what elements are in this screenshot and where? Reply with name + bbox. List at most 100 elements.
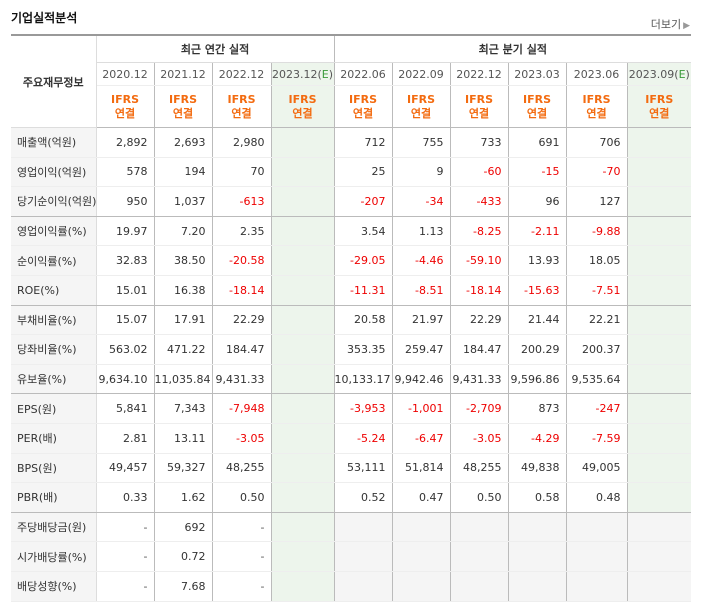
more-label: 더보기 [650, 18, 682, 31]
annual-value: 184.47 [211, 334, 271, 365]
empty-cell [507, 571, 567, 602]
quarter-value: -6.47 [391, 423, 451, 454]
quarter-value: -15 [507, 157, 567, 188]
quarter-value [626, 423, 692, 454]
quarter-value: 22.29 [449, 305, 509, 336]
annual-value [270, 305, 335, 336]
annual-value: 5,841 [96, 393, 154, 424]
empty-cell [391, 541, 451, 572]
quarter-value: -7.59 [565, 423, 628, 454]
quarter-value: -59.10 [449, 245, 509, 276]
consolidated-label: 연결 [292, 106, 313, 120]
estimate-mark: E [678, 67, 686, 81]
accounting-standard: IFRS 연결 [153, 85, 212, 128]
period-header: 2022.12 [449, 62, 509, 86]
table-row: 주당배당금(원) -692- [11, 512, 692, 543]
annual-value: 49,457 [96, 453, 154, 484]
annual-value [270, 482, 335, 513]
quarter-value [626, 216, 692, 247]
quarter-value: 49,005 [565, 453, 628, 484]
row-label: 영업이익(억원) [11, 157, 97, 188]
quarter-value: 873 [507, 393, 567, 424]
quarter-value: -34 [391, 186, 451, 217]
annual-value: 13.11 [153, 423, 212, 454]
empty-cell [626, 512, 692, 543]
more-link[interactable]: 더보기 ▶ [651, 16, 690, 32]
chevron-right-icon: ▶ [683, 21, 690, 31]
quarter-value: 733 [449, 127, 509, 158]
table-row: PER(배) 2.81 13.11 -3.05 -5.24 -6.47 -3.05 -4.29… [11, 423, 692, 454]
annual-value [270, 453, 335, 484]
quarter-value: 10,133.17 [333, 364, 393, 395]
quarter-value: -5.24 [333, 423, 393, 454]
annual-value: 70 [211, 157, 271, 188]
quarter-value: 9,431.33 [449, 364, 509, 395]
quarter-value [626, 482, 692, 513]
annual-value: 7.68 [153, 571, 212, 602]
quarter-group-header: 최근 분기 실적 [333, 34, 692, 63]
table-row: 부채비율(%) 15.07 17.91 22.29 20.58 21.97 22.29 21.… [11, 305, 692, 336]
empty-cell [333, 512, 393, 543]
annual-value [270, 393, 335, 424]
quarter-value: 712 [333, 127, 393, 158]
quarter-value: -247 [565, 393, 628, 424]
quarter-value: -433 [449, 186, 509, 217]
annual-value: - [96, 512, 154, 543]
annual-value: 194 [153, 157, 212, 188]
quarter-value: 49,838 [507, 453, 567, 484]
quarter-value: -3.05 [449, 423, 509, 454]
ifrs-label: IFRS [349, 92, 378, 106]
empty-cell [391, 512, 451, 543]
consolidated-label: 연결 [468, 106, 490, 120]
row-label: 유보율(%) [11, 364, 97, 395]
quarter-value [626, 127, 692, 158]
ifrs-label: IFRS [523, 92, 552, 106]
quarter-value: 691 [507, 127, 567, 158]
row-label: 부채비율(%) [11, 305, 97, 336]
quarter-value [626, 245, 692, 276]
annual-value: 692 [153, 512, 212, 543]
row-label: PBR(배) [11, 482, 97, 513]
period-header: 2022.09 [391, 62, 451, 86]
row-label: 당기순이익(억원) [11, 186, 97, 217]
empty-cell [565, 571, 628, 602]
annual-value: 19.97 [96, 216, 154, 247]
ifrs-label: IFRS [645, 92, 674, 106]
quarter-value [626, 275, 692, 306]
consolidated-label: 연결 [410, 106, 432, 120]
row-label: ROE(%) [11, 275, 97, 306]
consolidated-label: 연결 [231, 106, 252, 120]
accounting-standard: IFRS 연결 [96, 85, 154, 128]
empty-cell [565, 541, 628, 572]
quarter-value: 53,111 [333, 453, 393, 484]
ifrs-label: IFRS [227, 92, 256, 106]
annual-value: 32.83 [96, 245, 154, 276]
row-label: EPS(원) [11, 393, 97, 424]
table-row: BPS(원) 49,457 59,327 48,255 53,111 51,814 48,2… [11, 453, 692, 484]
accounting-standard: IFRS 연결 [333, 85, 393, 128]
annual-value: 2,693 [153, 127, 212, 158]
consolidated-label: 연결 [114, 106, 136, 120]
quarter-value [626, 393, 692, 424]
accounting-standard: IFRS 연결 [449, 85, 509, 128]
annual-value: 59,327 [153, 453, 212, 484]
annual-value [270, 334, 335, 365]
period-header: 2023.06 [565, 62, 628, 86]
quarter-value: 755 [391, 127, 451, 158]
annual-value [270, 275, 335, 306]
quarter-value: -7.51 [565, 275, 628, 306]
quarter-value: 9 [391, 157, 451, 188]
annual-value: 578 [96, 157, 154, 188]
annual-value: 0.50 [211, 482, 271, 513]
quarter-value: 200.29 [507, 334, 567, 365]
quarter-value: -70 [565, 157, 628, 188]
annual-value: 17.91 [153, 305, 212, 336]
quarter-value: 22.21 [565, 305, 628, 336]
table-row: 배당성향(%) -7.68- [11, 571, 692, 602]
empty-cell [449, 541, 509, 572]
quarter-value: 21.97 [391, 305, 451, 336]
empty-cell [449, 571, 509, 602]
quarter-value [626, 157, 692, 188]
annual-value: 38.50 [153, 245, 212, 276]
accounting-standard: IFRS 연결 [391, 85, 451, 128]
